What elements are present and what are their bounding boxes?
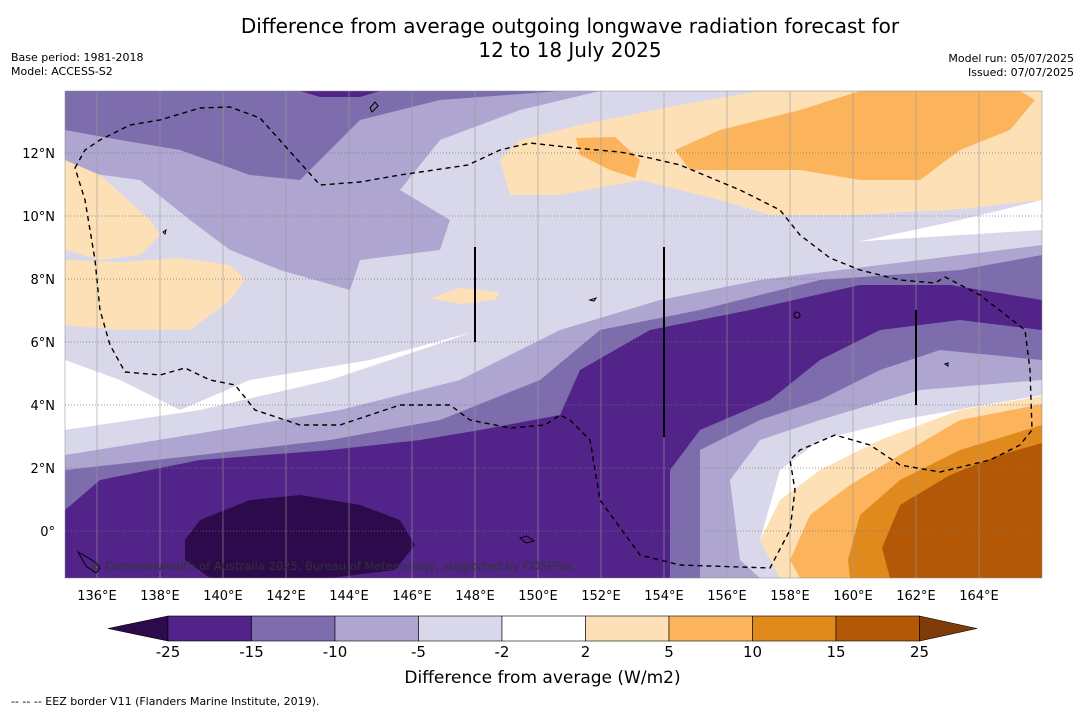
colorbar-swatch: [585, 615, 670, 642]
colorbar-swatch: [418, 615, 503, 642]
title-line-2: 12 to 18 July 2025: [478, 38, 662, 62]
contour-plus-5-north: [675, 91, 1035, 180]
lon-label: 146°E: [392, 589, 432, 604]
contour-plus-2-west-2: [65, 258, 245, 330]
contour-plus-5-patch: [576, 137, 640, 178]
contour-plus-2-patch: [430, 288, 500, 304]
colorbar-extend-high: [919, 615, 978, 642]
colorbar-swatch: [501, 615, 586, 642]
latitude-labels: 12°N 10°N 8°N 6°N 4°N 2°N 0°: [22, 147, 55, 540]
copyright-text: © Commonwealth of Australia 2025, Bureau…: [90, 559, 574, 573]
lon-label: 160°E: [833, 589, 873, 604]
eez-border: [74, 106, 1033, 569]
colorbar-tick-label: -25: [155, 643, 181, 661]
lon-label: 152°E: [581, 589, 621, 604]
longitude-labels: 136°E 138°E 140°E 142°E 144°E 146°E 148°E 150°E…: [77, 589, 999, 604]
model-name: Model: ACCESS-S2: [11, 65, 113, 78]
meta-right: Model run: 05/07/2025 Issued: 07/07/2025: [948, 52, 1074, 80]
lat-label: 4°N: [31, 399, 56, 414]
map-frame: [64, 90, 1043, 579]
colorbar-swatch: [334, 615, 419, 642]
lat-label: 10°N: [22, 210, 55, 225]
lon-label: 154°E: [644, 589, 684, 604]
map-title: Difference from average outgoing longwav…: [0, 14, 1085, 62]
lon-label: 138°E: [140, 589, 180, 604]
lon-label: 136°E: [77, 589, 117, 604]
issued-date: Issued: 07/07/2025: [967, 66, 1074, 79]
colorbar-swatch: [835, 615, 920, 642]
lon-label: 140°E: [203, 589, 243, 604]
contour-plus-2-west: [65, 160, 160, 260]
contour-minus-15-top: [300, 91, 380, 97]
contour-minus-25-core: [185, 495, 415, 578]
anomaly-field: [65, 91, 1042, 578]
lat-label: 0°: [40, 525, 55, 540]
colorbar-extend-low: [107, 615, 169, 642]
colorbar-tick-label: -15: [239, 643, 264, 661]
colorbar-tick-label: 15: [826, 643, 846, 661]
colorbar-tick-label: -5: [411, 643, 426, 661]
eez-footnote: -- -- -- EEZ border V11 (Flanders Marine…: [11, 695, 320, 708]
lon-label: 142°E: [266, 589, 306, 604]
colorbar-tick-label: -10: [322, 643, 348, 661]
colorbar: [107, 615, 978, 642]
gridlines: [65, 91, 1042, 578]
lon-label: 148°E: [455, 589, 495, 604]
colorbar-tick-label: 2: [580, 643, 591, 661]
lon-label: 164°E: [959, 589, 999, 604]
colorbar-swatch: [251, 615, 336, 642]
lon-label: 162°E: [896, 589, 936, 604]
contour-plus-15-se: [882, 443, 1042, 578]
colorbar-swatch: [167, 615, 252, 642]
lat-label: 8°N: [31, 273, 56, 288]
base-period: Base period: 1981-2018: [11, 51, 144, 64]
colorbar-tick-label: 10: [742, 643, 763, 661]
colorbar-swatch: [668, 615, 753, 642]
colorbar-tick-label: 5: [664, 643, 674, 661]
lon-label: 150°E: [518, 589, 558, 604]
lat-label: 12°N: [22, 147, 55, 162]
islands: [76, 101, 949, 574]
lat-label: 6°N: [31, 336, 56, 351]
title-line-1: Difference from average outgoing longwav…: [240, 14, 900, 38]
lon-label: 158°E: [770, 589, 810, 604]
lon-label: 156°E: [707, 589, 747, 604]
colorbar-swatch: [752, 615, 837, 642]
lat-label: 2°N: [31, 462, 56, 477]
colorbar-tick-label: -2: [494, 643, 510, 661]
colorbar-title: Difference from average (W/m2): [404, 668, 681, 688]
contour-minus-15: [65, 91, 560, 180]
lon-label: 144°E: [329, 589, 369, 604]
model-run: Model run: 05/07/2025: [948, 52, 1074, 65]
meta-left: Base period: 1981-2018 Model: ACCESS-S2: [11, 51, 143, 79]
colorbar-tick-label: 25: [909, 643, 930, 661]
